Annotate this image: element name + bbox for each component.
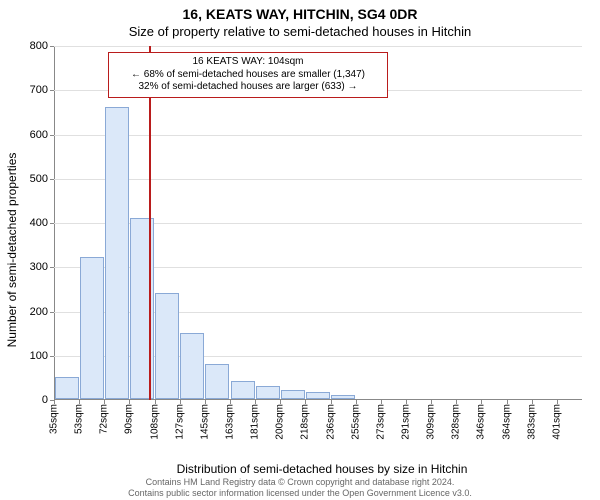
y-tick-mark — [50, 46, 54, 47]
x-tick-label: 145sqm — [199, 404, 210, 440]
x-tick-label: 309sqm — [426, 404, 437, 440]
x-tick-label: 364sqm — [501, 404, 512, 440]
x-axis-label: Distribution of semi-detached houses by … — [54, 462, 590, 476]
y-tick-mark — [50, 267, 54, 268]
histogram-bar — [205, 364, 229, 399]
y-tick-mark — [50, 135, 54, 136]
property-size-histogram: 16, KEATS WAY, HITCHIN, SG4 0DR Size of … — [0, 0, 600, 500]
histogram-bar — [281, 390, 305, 399]
x-tick-label: 273sqm — [375, 404, 386, 440]
y-tick-mark — [50, 223, 54, 224]
x-tick-label: 108sqm — [149, 404, 160, 440]
x-tick-label: 291sqm — [401, 404, 412, 440]
footer-line-1: Contains HM Land Registry data © Crown c… — [8, 477, 592, 487]
y-tick-label: 100 — [30, 350, 48, 362]
info-box: 16 KEATS WAY: 104sqm← 68% of semi-detach… — [108, 52, 388, 98]
y-tick-label: 0 — [42, 394, 48, 406]
y-tick-label: 400 — [30, 217, 48, 229]
x-tick-label: 35sqm — [49, 404, 60, 434]
x-tick-label: 328sqm — [451, 404, 462, 440]
histogram-bar — [331, 395, 355, 399]
x-tick-label: 236sqm — [325, 404, 336, 440]
histogram-bar — [105, 107, 129, 399]
chart-subtitle: Size of property relative to semi-detach… — [0, 24, 600, 39]
histogram-bar — [231, 381, 255, 399]
info-box-line-3: 32% of semi-detached houses are larger (… — [115, 81, 381, 94]
plot-area: 010020030040050060070080035sqm53sqm72sqm… — [54, 46, 582, 400]
chart-title-address: 16, KEATS WAY, HITCHIN, SG4 0DR — [0, 6, 600, 22]
y-tick-label: 700 — [30, 84, 48, 96]
x-tick-label: 346sqm — [476, 404, 487, 440]
y-tick-label: 600 — [30, 129, 48, 141]
y-tick-label: 300 — [30, 261, 48, 273]
grid-line — [54, 135, 582, 136]
x-tick-label: 53sqm — [74, 404, 85, 434]
x-tick-label: 383sqm — [526, 404, 537, 440]
y-tick-label: 800 — [30, 40, 48, 52]
y-tick-label: 500 — [30, 173, 48, 185]
x-tick-label: 72sqm — [99, 404, 110, 434]
y-tick-mark — [50, 356, 54, 357]
histogram-bar — [55, 377, 79, 399]
y-tick-mark — [50, 90, 54, 91]
x-tick-label: 90sqm — [124, 404, 135, 434]
info-box-line-2: ← 68% of semi-detached houses are smalle… — [115, 69, 381, 82]
reference-line — [149, 46, 151, 400]
chart-footer: Contains HM Land Registry data © Crown c… — [8, 477, 592, 498]
histogram-bar — [180, 333, 204, 399]
histogram-bar — [155, 293, 179, 399]
histogram-bar — [256, 386, 280, 399]
footer-line-2: Contains public sector information licen… — [8, 488, 592, 498]
x-tick-label: 181sqm — [250, 404, 261, 440]
x-tick-label: 163sqm — [225, 404, 236, 440]
info-box-line-1: 16 KEATS WAY: 104sqm — [115, 56, 381, 69]
x-tick-label: 218sqm — [300, 404, 311, 440]
y-axis-label: Number of semi-detached properties — [5, 153, 19, 348]
x-tick-label: 401sqm — [551, 404, 562, 440]
x-axis-line — [54, 399, 582, 400]
x-tick-label: 127sqm — [174, 404, 185, 440]
y-tick-mark — [50, 179, 54, 180]
grid-line — [54, 46, 582, 47]
histogram-bar — [80, 257, 104, 399]
y-tick-mark — [50, 312, 54, 313]
x-tick-label: 255sqm — [350, 404, 361, 440]
grid-line — [54, 179, 582, 180]
histogram-bar — [306, 392, 330, 399]
y-tick-label: 200 — [30, 306, 48, 318]
x-tick-label: 200sqm — [275, 404, 286, 440]
